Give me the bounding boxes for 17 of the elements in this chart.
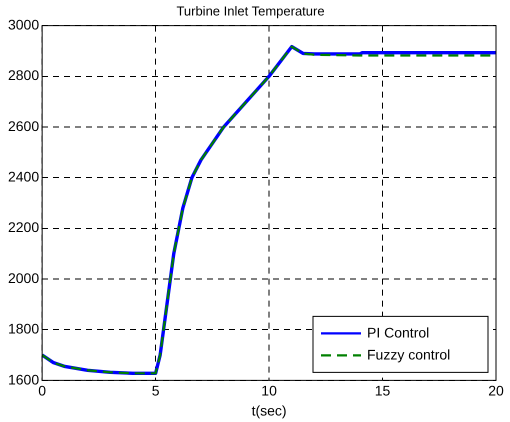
x-tick-label: 0 <box>38 382 46 399</box>
y-tick-label: 3000 <box>8 16 40 32</box>
y-tick-label: 2400 <box>8 168 40 185</box>
y-tick-label: 1600 <box>8 371 40 388</box>
legend-label: Fuzzy control <box>367 346 450 362</box>
x-tick-label: 20 <box>488 382 504 399</box>
y-tick-label: 2200 <box>8 219 40 236</box>
y-tick-label: 2800 <box>8 67 40 84</box>
x-tick-label: 10 <box>261 382 278 399</box>
chart-title: Turbine Inlet Temperature <box>176 3 325 18</box>
legend-label: PI Control <box>367 324 430 340</box>
y-tick-label: 2600 <box>8 118 40 134</box>
y-tick-label: 1800 <box>8 320 40 337</box>
y-tick-label: 2000 <box>8 270 40 286</box>
x-tick-label: 15 <box>374 382 391 399</box>
x-axis-title: t(sec) <box>252 402 287 418</box>
x-tick-label: 5 <box>152 382 160 399</box>
